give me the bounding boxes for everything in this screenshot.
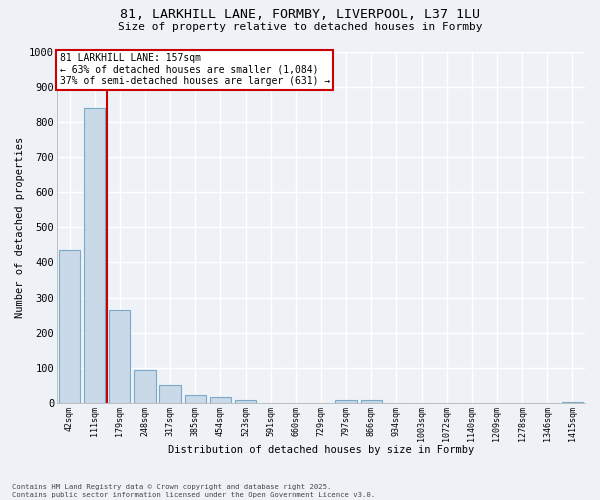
Text: Size of property relative to detached houses in Formby: Size of property relative to detached ho…: [118, 22, 482, 32]
Bar: [185, 396, 206, 403]
Text: 81 LARKHILL LANE: 157sqm
← 63% of detached houses are smaller (1,084)
37% of sem: 81 LARKHILL LANE: 157sqm ← 63% of detach…: [59, 54, 330, 86]
Bar: [109, 310, 130, 403]
Bar: [235, 400, 256, 403]
X-axis label: Distribution of detached houses by size in Formby: Distribution of detached houses by size …: [168, 445, 474, 455]
Bar: [335, 400, 357, 403]
Bar: [210, 396, 231, 403]
Bar: [84, 108, 106, 403]
Bar: [361, 400, 382, 403]
Y-axis label: Number of detached properties: Number of detached properties: [15, 136, 25, 318]
Bar: [134, 370, 155, 403]
Text: Contains HM Land Registry data © Crown copyright and database right 2025.
Contai: Contains HM Land Registry data © Crown c…: [12, 484, 375, 498]
Bar: [562, 402, 583, 403]
Text: 81, LARKHILL LANE, FORMBY, LIVERPOOL, L37 1LU: 81, LARKHILL LANE, FORMBY, LIVERPOOL, L3…: [120, 8, 480, 20]
Bar: [160, 386, 181, 403]
Bar: [59, 250, 80, 403]
